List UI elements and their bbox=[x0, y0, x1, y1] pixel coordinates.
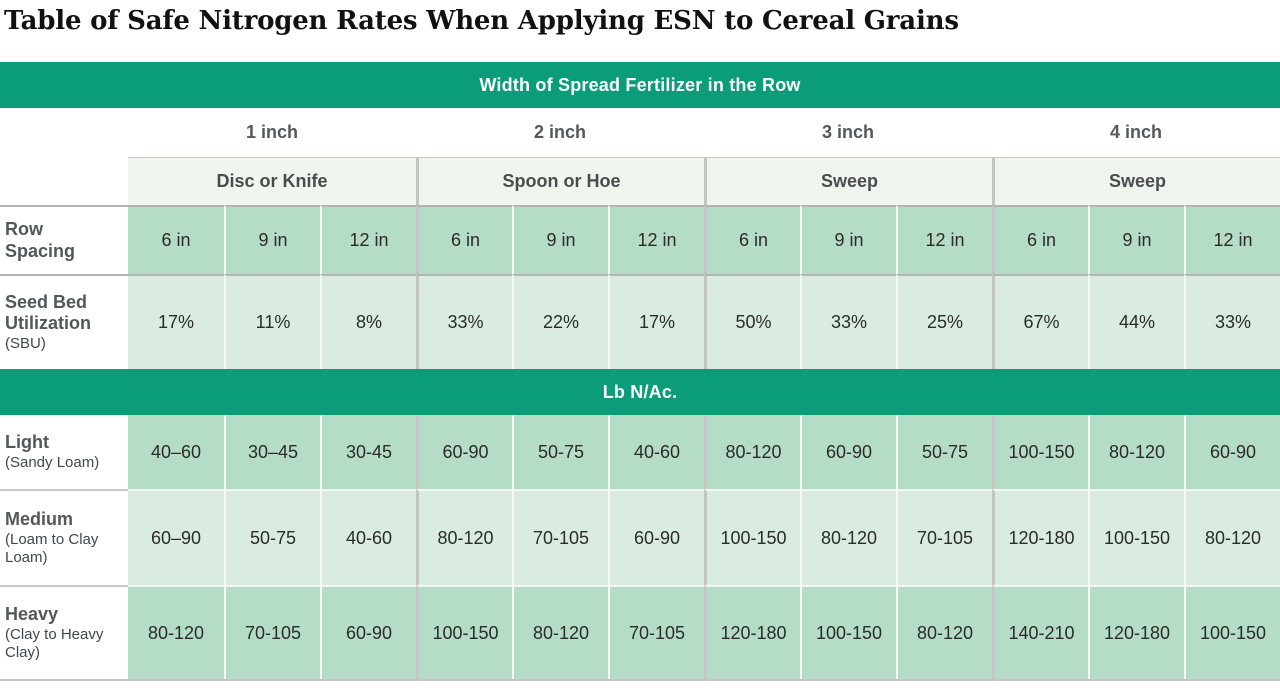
rate-cell: 70-105 bbox=[224, 585, 320, 679]
sbu-label: Seed Bed Utilization (SBU) bbox=[0, 274, 128, 369]
sbu-cell: 22% bbox=[512, 274, 608, 369]
rate-cell: 100-150 bbox=[1184, 585, 1280, 679]
row-sublabel: (SBU) bbox=[5, 335, 46, 353]
sbu-cell: 17% bbox=[128, 274, 224, 369]
row-spacing-cell: 9 in bbox=[800, 205, 896, 274]
row-spacing-cell: 6 in bbox=[704, 205, 800, 274]
width-group-header-row: 1 inch 2 inch 3 inch 4 inch bbox=[0, 108, 1280, 157]
spacer-cell bbox=[0, 108, 128, 157]
rate-cell: 40-60 bbox=[608, 415, 704, 489]
page-title: Table of Safe Nitrogen Rates When Applyi… bbox=[4, 6, 959, 36]
row-label: Medium bbox=[5, 509, 74, 530]
row-spacing-cell: 9 in bbox=[512, 205, 608, 274]
rate-cell: 120-180 bbox=[992, 489, 1088, 585]
tool-disc-or-knife: Disc or Knife bbox=[128, 157, 416, 205]
rate-cell: 100-150 bbox=[1088, 489, 1184, 585]
rate-cell: 40-60 bbox=[320, 489, 416, 585]
sbu-cell: 50% bbox=[704, 274, 800, 369]
width-group-2-inch: 2 inch bbox=[533, 122, 586, 142]
row-label: Seed Bed Utilization bbox=[5, 291, 91, 334]
row-sublabel: (Clay to Heavy Clay) bbox=[5, 626, 104, 662]
row-spacing-cell: 12 in bbox=[896, 205, 992, 274]
row-spacing-cell: 6 in bbox=[128, 205, 224, 274]
row-spacing-cell: 9 in bbox=[224, 205, 320, 274]
rate-cell: 50-75 bbox=[896, 415, 992, 489]
rate-cell: 70-105 bbox=[896, 489, 992, 585]
sbu-cell: 25% bbox=[896, 274, 992, 369]
sbu-cell: 44% bbox=[1088, 274, 1184, 369]
tool-header-row: Disc or Knife Spoon or Hoe Sweep Sweep bbox=[0, 157, 1280, 205]
rate-cell: 100-150 bbox=[416, 585, 512, 679]
rate-cell: 60-90 bbox=[320, 585, 416, 679]
rate-cell: 60-90 bbox=[1184, 415, 1280, 489]
esn-safe-rates-table: Width of Spread Fertilizer in the Row 1 … bbox=[0, 62, 1280, 681]
table-header-width-of-spread: Width of Spread Fertilizer in the Row bbox=[0, 62, 1280, 108]
rate-cell: 80-120 bbox=[896, 585, 992, 679]
rate-cell: 50-75 bbox=[224, 489, 320, 585]
light-soil-row: Light (Sandy Loam) 40–60 30–45 30-45 60-… bbox=[0, 415, 1280, 489]
rate-cell: 80-120 bbox=[704, 415, 800, 489]
tool-spoon-or-hoe: Spoon or Hoe bbox=[416, 157, 704, 205]
rate-cell: 80-120 bbox=[1184, 489, 1280, 585]
row-spacing-cell: 12 in bbox=[608, 205, 704, 274]
rate-cell: 120-180 bbox=[704, 585, 800, 679]
width-group-1-inch: 1 inch bbox=[245, 122, 298, 142]
spacer-cell bbox=[0, 157, 128, 205]
medium-soil-row: Medium (Loam to Clay Loam) 60–90 50-75 4… bbox=[0, 489, 1280, 585]
width-group-4-inch: 4 inch bbox=[1109, 122, 1162, 142]
rate-cell: 60-90 bbox=[800, 415, 896, 489]
row-sublabel: (Sandy Loam) bbox=[5, 454, 100, 472]
sbu-cell: 33% bbox=[800, 274, 896, 369]
row-spacing-cell: 12 in bbox=[320, 205, 416, 274]
sbu-cell: 11% bbox=[224, 274, 320, 369]
row-label: Light bbox=[5, 432, 49, 453]
heavy-soil-label: Heavy (Clay to Heavy Clay) bbox=[0, 585, 128, 679]
row-spacing-cell: 12 in bbox=[1184, 205, 1280, 274]
rate-cell: 50-75 bbox=[512, 415, 608, 489]
sbu-cell: 8% bbox=[320, 274, 416, 369]
rate-cell: 70-105 bbox=[512, 489, 608, 585]
rate-cell: 80-120 bbox=[1088, 415, 1184, 489]
row-spacing-cell: 6 in bbox=[416, 205, 512, 274]
row-spacing-cell: 6 in bbox=[992, 205, 1088, 274]
seed-bed-utilization-row: Seed Bed Utilization (SBU) 17% 11% 8% 33… bbox=[0, 274, 1280, 369]
width-group-3-inch: 3 inch bbox=[821, 122, 874, 142]
row-spacing-cell: 9 in bbox=[1088, 205, 1184, 274]
rate-cell: 70-105 bbox=[608, 585, 704, 679]
row-label: Row Spacing bbox=[5, 219, 76, 261]
row-label: Heavy bbox=[5, 604, 59, 625]
tool-sweep-3: Sweep bbox=[704, 157, 992, 205]
rate-cell: 80-120 bbox=[128, 585, 224, 679]
sbu-cell: 67% bbox=[992, 274, 1088, 369]
rate-cell: 100-150 bbox=[704, 489, 800, 585]
rate-cell: 80-120 bbox=[416, 489, 512, 585]
medium-soil-label: Medium (Loam to Clay Loam) bbox=[0, 489, 128, 585]
heavy-soil-row: Heavy (Clay to Heavy Clay) 80-120 70-105… bbox=[0, 585, 1280, 679]
rate-cell: 120-180 bbox=[1088, 585, 1184, 679]
rate-cell: 80-120 bbox=[800, 489, 896, 585]
rate-cell: 60-90 bbox=[416, 415, 512, 489]
rate-cell: 40–60 bbox=[128, 415, 224, 489]
tool-sweep-4: Sweep bbox=[992, 157, 1280, 205]
rate-cell: 100-150 bbox=[992, 415, 1088, 489]
rate-cell: 30–45 bbox=[224, 415, 320, 489]
rate-cell: 60–90 bbox=[128, 489, 224, 585]
rate-cell: 30-45 bbox=[320, 415, 416, 489]
rate-cell: 100-150 bbox=[800, 585, 896, 679]
rate-cell: 80-120 bbox=[512, 585, 608, 679]
rate-cell: 60-90 bbox=[608, 489, 704, 585]
table-header-lb-n-ac: Lb N/Ac. bbox=[0, 369, 1280, 415]
rate-cell: 140-210 bbox=[992, 585, 1088, 679]
sbu-cell: 17% bbox=[608, 274, 704, 369]
sbu-cell: 33% bbox=[1184, 274, 1280, 369]
light-soil-label: Light (Sandy Loam) bbox=[0, 415, 128, 489]
sbu-cell: 33% bbox=[416, 274, 512, 369]
row-spacing-row: Row Spacing 6 in 9 in 12 in 6 in 9 in 12… bbox=[0, 205, 1280, 274]
row-spacing-label: Row Spacing bbox=[0, 205, 128, 274]
row-sublabel: (Loam to Clay Loam) bbox=[5, 531, 99, 567]
